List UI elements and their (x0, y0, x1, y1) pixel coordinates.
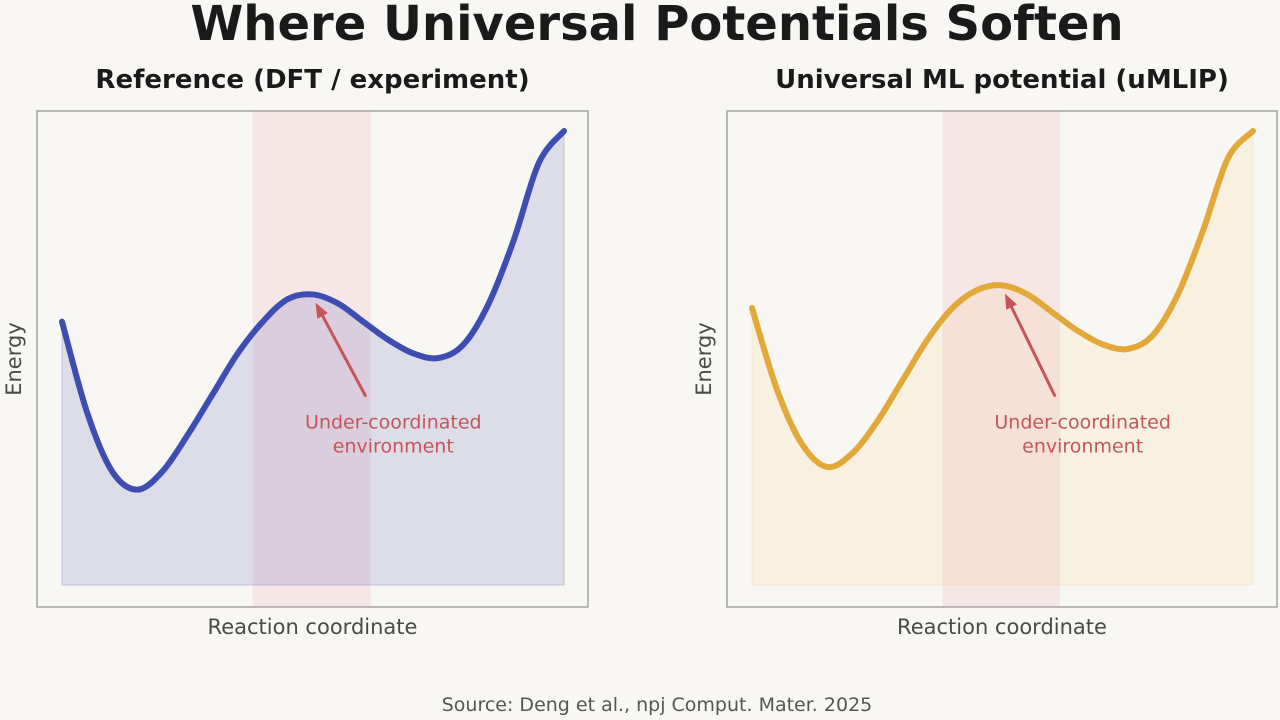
annotation-arrow (1010, 305, 1057, 397)
chart-panel-umlip: Universal ML potential (uMLIP) Reaction c… (692, 65, 1278, 639)
annotation-text: environment (333, 435, 454, 457)
highlight-band (252, 111, 371, 607)
annotation-text: environment (1022, 435, 1143, 457)
y-axis-label: Energy (692, 322, 716, 396)
annotation-text: Under-coordinated (994, 411, 1171, 433)
plot-frame (726, 110, 1278, 608)
annotation-text: Under-coordinated (305, 411, 482, 433)
figure-title: Where Universal Potentials Soften (190, 0, 1123, 52)
chart-panel-reference: Reference (DFT / experiment) Reaction coo… (2, 65, 589, 639)
x-axis-label: Reaction coordinate (208, 615, 418, 639)
x-axis-label: Reaction coordinate (897, 615, 1107, 639)
highlight-band (942, 111, 1061, 607)
series-line (749, 128, 1256, 471)
panel-title: Reference (DFT / experiment) (95, 65, 529, 95)
annotation-arrow (321, 314, 367, 397)
panel-title: Universal ML potential (uMLIP) (775, 65, 1229, 95)
annotation-arrowhead (1005, 293, 1017, 310)
series-line (59, 128, 567, 493)
source-note: Source: Deng et al., npj Comput. Mater. … (442, 694, 873, 716)
annotation-arrowhead (315, 302, 328, 319)
y-axis-label: Energy (2, 322, 26, 396)
plot-frame (36, 110, 589, 608)
